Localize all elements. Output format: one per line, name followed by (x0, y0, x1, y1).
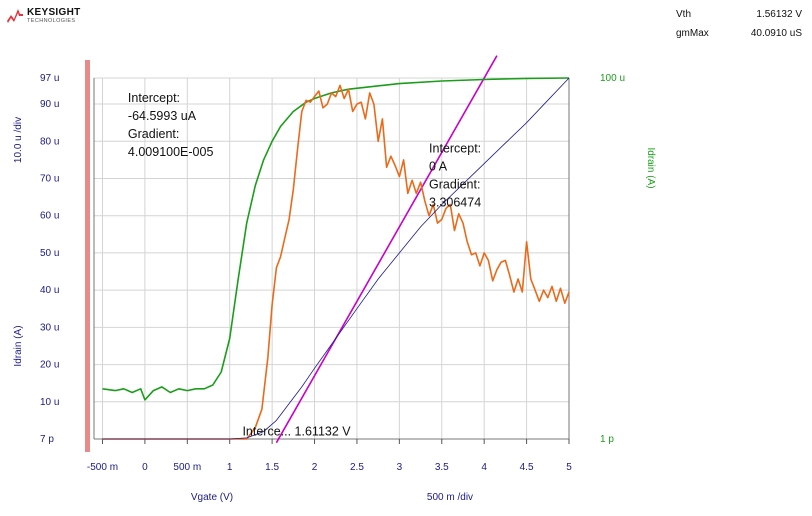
left-scale-label: 10.0 u /div (13, 117, 24, 163)
readout-row: Vth 1.56132 V (676, 7, 806, 26)
left-tick-label: 30 u (40, 322, 59, 333)
x-tick-label: -500 m (87, 462, 118, 473)
annotation-text: Intercept: -64.5993 uA Gradient: 4.009100E-… (128, 91, 214, 159)
right-axis-ticks: 1 p 100 u (600, 73, 625, 445)
series-line (102, 77, 570, 440)
readout-row: gmMax 40.0910 uS (676, 26, 806, 45)
annotations: Intercept: -64.5993 uA Gradient: 4.009100E-… (128, 91, 481, 438)
left-tick-label: 60 u (40, 211, 59, 222)
readout-name: Vth (676, 9, 692, 20)
left-cursor-bar[interactable] (85, 60, 90, 452)
left-tick-label: 20 u (40, 360, 59, 371)
keysight-logo: KEYSIGHT TECHNOLOGIES (7, 6, 117, 26)
left-tick-label: 80 u (40, 136, 59, 147)
annotation-line: Intercept: (429, 141, 481, 155)
x-tick-label: 5 (566, 462, 572, 473)
annotation-line: 0 A (429, 159, 448, 173)
readout-name: gmMax (676, 28, 709, 39)
annotation-line: 3.306474 (429, 195, 481, 209)
left-tick-label: 90 u (40, 99, 59, 110)
x-tick-label: 500 m (173, 462, 201, 473)
left-tick-label: 50 u (40, 248, 59, 259)
series-layer (102, 55, 570, 444)
series-line (102, 84, 570, 440)
x-tick-label: 4.5 (520, 462, 534, 473)
readout-value: 1.56132 V (756, 9, 802, 20)
left-tick-label: 40 u (40, 285, 59, 296)
left-tick-label: 7 p (40, 434, 54, 445)
x-tick-label: 0 (142, 462, 148, 473)
logo-subtext: TECHNOLOGIES (27, 18, 76, 24)
left-tick-label: 10 u (40, 397, 59, 408)
annotation-line: Interce... 1.61132 V (242, 424, 351, 438)
left-tick-label: 97 u (40, 73, 59, 84)
series-line (102, 77, 570, 401)
annotation-line: -64.5993 uA (128, 109, 197, 123)
annotation-text: Intercept: 0 A Gradient: 3.306474 (429, 141, 481, 209)
right-axis-label: Idrain (A) (645, 147, 656, 188)
left-axis-label: Idrain (A) (13, 325, 24, 366)
x-tick-label: 2.5 (350, 462, 364, 473)
readout-value: 40.0910 uS (750, 28, 802, 39)
keysight-logo-mark (7, 9, 23, 23)
x-axis-label: Vgate (V) (191, 492, 233, 503)
x-tick-label: 2 (312, 462, 318, 473)
x-tick-label: 3 (397, 462, 403, 473)
annotation-text: Interce... 1.61132 V (242, 424, 351, 438)
series-line (275, 55, 498, 444)
x-scale-label: 500 m /div (427, 492, 473, 503)
x-tick-label: 3.5 (435, 462, 449, 473)
logo-wave-icon (7, 9, 23, 23)
left-axis-ticks: 7 p 10 u 20 u 30 u 40 u 50 u 60 u 70 u 80 u 90 u 9… (40, 73, 59, 445)
annotation-line: Intercept: (128, 91, 180, 105)
x-tick-label: 4 (481, 462, 487, 473)
right-tick-label: 100 u (600, 73, 625, 84)
x-tick-label: 1.5 (265, 462, 279, 473)
x-tick-label: 1 (227, 462, 233, 473)
x-axis-ticks: -500 m 0 500 m 1 1.5 2 2.5 3 3.5 4 4.5 5 (87, 439, 572, 473)
left-tick-label: 70 u (40, 173, 59, 184)
right-tick-label: 1 p (600, 434, 614, 445)
logo-text: KEYSIGHT (27, 7, 81, 18)
parameter-readouts: Vth 1.56132 V gmMax 40.0910 uS (676, 7, 806, 45)
annotation-line: 4.009100E-005 (128, 145, 214, 159)
annotation-line: Gradient: (429, 177, 480, 191)
annotation-line: Gradient: (128, 127, 179, 141)
